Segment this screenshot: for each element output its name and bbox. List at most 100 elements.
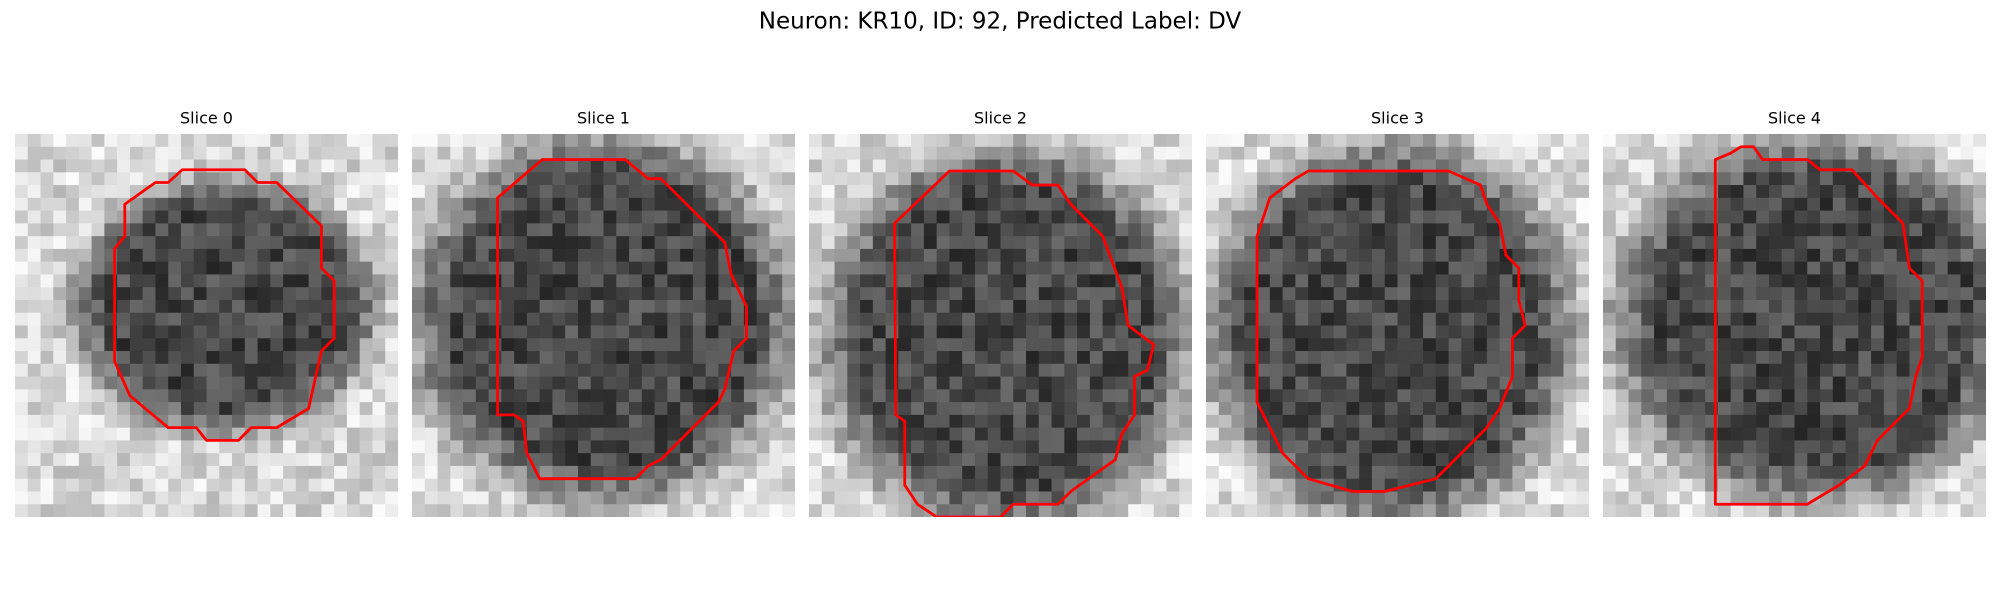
panel-title: Slice 4 [1768, 109, 1821, 128]
pixel [40, 325, 54, 339]
pixel [180, 427, 195, 442]
pixel [142, 338, 157, 352]
pixel [308, 223, 323, 237]
pixel [168, 478, 182, 493]
pixel [680, 146, 694, 161]
pixel [424, 491, 439, 505]
pixel [1384, 414, 1399, 429]
pixel [705, 312, 720, 327]
pixel [847, 351, 861, 365]
pixel [1410, 427, 1424, 442]
pixel [1244, 248, 1258, 263]
pixel [872, 402, 887, 416]
pixel [450, 389, 464, 403]
pixel [334, 261, 348, 276]
pixel [53, 338, 67, 352]
pixel [911, 146, 925, 161]
pixel [1820, 338, 1834, 352]
pixel [962, 185, 976, 199]
pixel [1244, 325, 1258, 339]
pixel [769, 338, 783, 352]
pixel [654, 159, 668, 173]
pixel [1845, 491, 1859, 505]
pixel [1257, 146, 1271, 161]
pixel [1794, 338, 1808, 352]
pixel [526, 325, 541, 339]
pixel [168, 453, 182, 467]
pixel [1244, 236, 1258, 250]
pixel [1550, 210, 1565, 225]
pixel [117, 261, 131, 276]
pixel [629, 491, 643, 505]
pixel [1794, 159, 1808, 173]
pixel [295, 325, 310, 339]
pixel [424, 299, 439, 314]
pixel [1346, 223, 1360, 237]
pixel [412, 504, 426, 517]
pixel [1666, 210, 1681, 225]
pixel [1960, 299, 1974, 314]
pixel [616, 351, 630, 365]
pixel [1064, 287, 1078, 301]
pixel [1576, 223, 1589, 237]
pixel [40, 223, 54, 237]
pixel [1550, 351, 1565, 365]
pixel [987, 299, 1002, 314]
pixel [1397, 389, 1411, 403]
pixel [756, 274, 771, 288]
pixel [1026, 146, 1040, 161]
pixel [219, 338, 233, 352]
pixel [1384, 363, 1399, 378]
pixel [1537, 376, 1552, 390]
pixel [680, 134, 694, 148]
pixel [782, 453, 795, 467]
pixel [1499, 338, 1514, 352]
pixel [1845, 338, 1859, 352]
pixel [1102, 172, 1117, 186]
pixel [1641, 440, 1655, 454]
pixel [962, 389, 976, 403]
pixel [1397, 197, 1411, 212]
pixel [1140, 287, 1155, 301]
pixel [1038, 223, 1053, 237]
pixel [1474, 236, 1488, 250]
pixel [475, 402, 490, 416]
pixel [974, 185, 989, 199]
pixel [911, 325, 925, 339]
pixel [450, 236, 464, 250]
pixel [1743, 274, 1757, 288]
pixel [526, 312, 541, 327]
pixel [1206, 351, 1220, 365]
pixel [641, 274, 656, 288]
pixel [1781, 223, 1796, 237]
pixel [117, 440, 131, 454]
pixel [911, 299, 925, 314]
pixel [603, 325, 617, 339]
pixel [1282, 338, 1297, 352]
pixel [911, 312, 925, 327]
pixel [501, 210, 515, 225]
pixel [654, 274, 668, 288]
pixel [949, 414, 963, 429]
pixel [1308, 427, 1322, 442]
pixel [40, 453, 54, 467]
pixel [782, 197, 795, 212]
pixel [923, 299, 938, 314]
pixel [731, 261, 745, 276]
pixel [1692, 453, 1706, 467]
pixel [1654, 236, 1668, 250]
pixel [129, 325, 144, 339]
pixel [412, 402, 426, 416]
pixel [1231, 491, 1245, 505]
pixel [1563, 197, 1577, 212]
pixel [1140, 465, 1155, 480]
pixel [66, 299, 80, 314]
pixel [526, 274, 541, 288]
pixel [437, 363, 451, 378]
pixel [1525, 287, 1539, 301]
pixel [616, 402, 630, 416]
pixel [475, 197, 490, 212]
pixel [923, 402, 938, 416]
pixel [1615, 172, 1630, 186]
pixel [1768, 197, 1783, 212]
